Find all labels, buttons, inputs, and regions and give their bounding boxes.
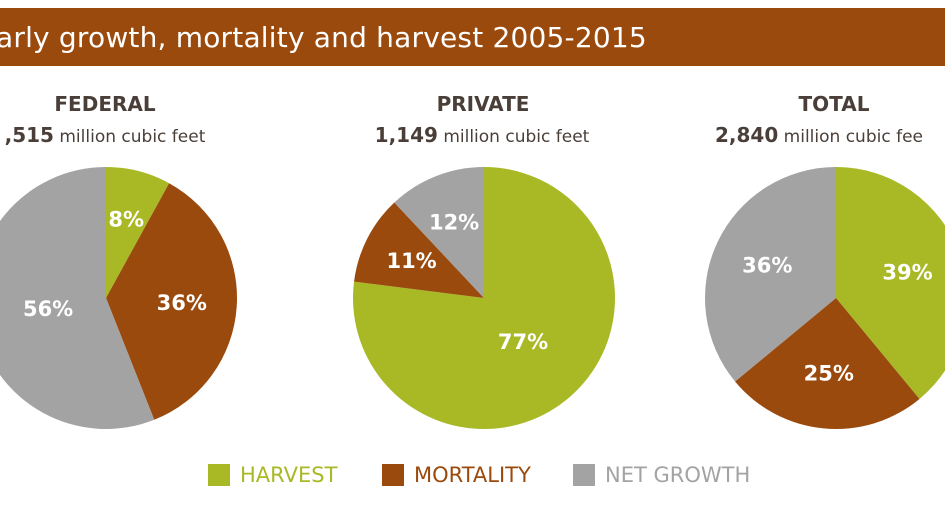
- legend-item-mortality: MORTALITY: [382, 462, 531, 488]
- private-pie-subtitle: 1,149 million cubic feet: [352, 123, 612, 147]
- chart-title: arly growth, mortality and harvest 2005-…: [0, 21, 647, 54]
- total-total-unit: million cubic fee: [783, 127, 923, 147]
- legend: HARVEST MORTALITY NET GROWTH: [0, 462, 945, 492]
- legend-swatch-mortality: [382, 464, 404, 486]
- private-total-unit: million cubic feet: [443, 127, 590, 147]
- legend-label-net-growth: NET GROWTH: [605, 463, 751, 487]
- total-slice-mortality: [735, 298, 920, 430]
- legend-item-net-growth: NET GROWTH: [573, 462, 750, 488]
- total-pie-title: TOTAL: [798, 92, 870, 116]
- private-total-value: 1,149: [374, 123, 438, 147]
- federal-label-net-growth: 56%: [23, 297, 73, 321]
- legend-swatch-net-growth: [573, 464, 595, 486]
- federal-slice-mortality: [106, 183, 238, 420]
- federal-slice-net-growth: [0, 167, 155, 429]
- federal-slice-harvest: [106, 166, 170, 298]
- total-pie-subtitle: 2,840 million cubic fee: [715, 123, 945, 147]
- legend-swatch-harvest: [208, 464, 230, 486]
- total-label-mortality: 25%: [804, 362, 854, 386]
- total-slice-net-growth: [704, 167, 836, 382]
- total-label-harvest: 39%: [882, 260, 932, 284]
- federal-label-mortality: 36%: [157, 291, 207, 315]
- federal-total-unit: million cubic feet: [59, 127, 206, 147]
- title-banner: arly growth, mortality and harvest 2005-…: [0, 8, 945, 66]
- private-label-mortality: 11%: [386, 249, 436, 273]
- total-slice-harvest: [836, 167, 945, 399]
- private-label-harvest: 77%: [498, 330, 548, 354]
- legend-label-harvest: HARVEST: [240, 463, 338, 487]
- legend-item-harvest: HARVEST: [208, 462, 337, 488]
- private-slice-harvest: [352, 167, 615, 429]
- federal-label-harvest: 8%: [108, 207, 144, 231]
- private-pie-title: PRIVATE: [436, 92, 530, 116]
- private-slice-mortality: [354, 202, 484, 298]
- private-slice-net-growth: [394, 167, 484, 298]
- private-label-net-growth: 12%: [429, 211, 479, 235]
- federal-pie-subtitle: ,515 million cubic feet: [0, 123, 235, 147]
- federal-total-value: ,515: [4, 123, 54, 147]
- legend-label-mortality: MORTALITY: [414, 463, 531, 487]
- federal-pie-title: FEDERAL: [54, 92, 156, 116]
- total-label-net-growth: 36%: [742, 254, 792, 278]
- total-total-value: 2,840: [715, 123, 779, 147]
